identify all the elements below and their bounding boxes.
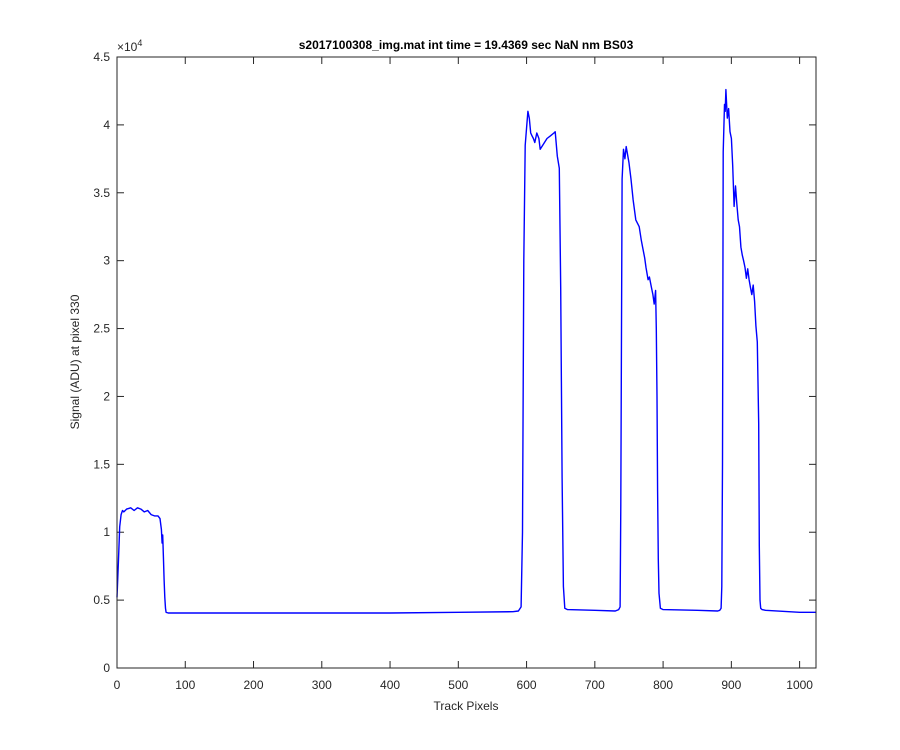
y-tick-label: 1 [103, 525, 110, 539]
x-tick-label: 700 [585, 678, 605, 692]
x-tick-label: 600 [517, 678, 537, 692]
x-tick-label: 200 [244, 678, 264, 692]
y-tick-label: 3.5 [93, 186, 110, 200]
x-axis-title: Track Pixels [434, 699, 499, 713]
x-tick-label: 900 [721, 678, 741, 692]
y-tick-label: 4 [103, 118, 110, 132]
y-tick-label: 2.5 [93, 322, 110, 336]
y-tick-label: 3 [103, 254, 110, 268]
axes-box [116, 56, 817, 669]
x-tick-label: 0 [114, 678, 121, 692]
y-tick-label: 1.5 [93, 457, 110, 471]
x-tick-label: 300 [312, 678, 332, 692]
y-axis-exponent: ×104 [117, 38, 142, 54]
series-layer [116, 88, 816, 614]
y-tick-label: 2 [103, 389, 110, 403]
y-axis-exponent-base: ×10 [117, 40, 138, 54]
x-tick-label: 500 [448, 678, 468, 692]
chart-title: s2017100308_img.mat int time = 19.4369 s… [299, 38, 634, 52]
x-tick-label: 1000 [786, 678, 813, 692]
x-tick-label: 800 [653, 678, 673, 692]
y-tick-label: 0 [103, 661, 110, 675]
y-axis-exponent-power: 4 [137, 38, 142, 48]
series-line [116, 88, 816, 614]
y-axis-title: Signal (ADU) at pixel 330 [68, 294, 82, 429]
plot-area [117, 57, 816, 668]
y-tick-label: 4.5 [93, 50, 110, 64]
x-tick-label: 400 [380, 678, 400, 692]
y-tick-label: 0.5 [93, 593, 110, 607]
x-tick-label: 100 [175, 678, 195, 692]
axis-ticks: 0 100 200 300 400 500 600 700 800 900 1000 0 0.5 1 1.5… [93, 50, 816, 692]
